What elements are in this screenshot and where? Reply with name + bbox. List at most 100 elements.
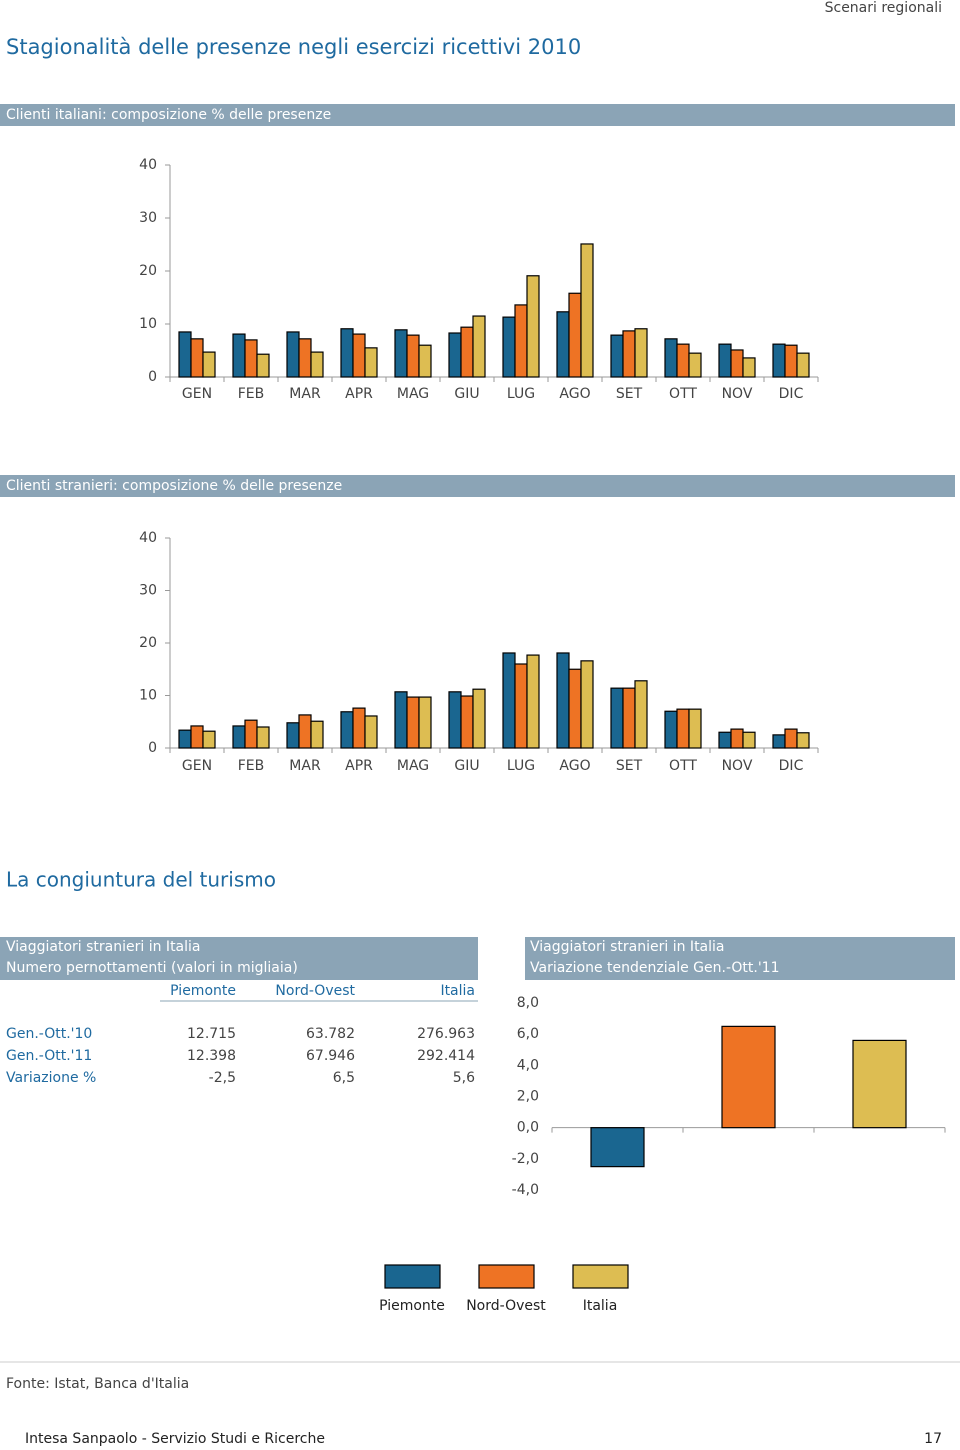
bar xyxy=(718,731,732,749)
bar xyxy=(178,729,192,749)
bar xyxy=(796,732,810,749)
x-tick-label: GIU xyxy=(454,758,479,774)
x-tick-label: SET xyxy=(616,758,643,774)
bar xyxy=(634,328,648,378)
bar xyxy=(232,725,246,749)
row-label: Gen.-Ott.'11 xyxy=(6,1048,92,1064)
bar xyxy=(622,687,636,749)
chart-title: Clienti italiani: composizione % delle p… xyxy=(6,107,331,123)
y-tick-label: -2,0 xyxy=(512,1151,539,1167)
x-tick-label: OTT xyxy=(669,758,697,774)
bar xyxy=(514,663,528,749)
x-tick-label: MAG xyxy=(397,386,429,402)
bar xyxy=(568,668,582,749)
bar xyxy=(742,731,756,749)
table-subtitle: Numero pernottamenti (valori in migliaia… xyxy=(6,960,298,976)
bar xyxy=(298,338,312,378)
table-cell: 67.946 xyxy=(306,1048,355,1064)
y-tick-label: 30 xyxy=(139,583,157,599)
x-tick-label: NOV xyxy=(722,758,753,774)
y-tick-label: 20 xyxy=(139,263,157,279)
bar xyxy=(202,730,216,749)
bar xyxy=(352,333,366,378)
y-tick-label: 8,0 xyxy=(517,995,539,1011)
table-cell: 12.715 xyxy=(187,1026,236,1042)
row-label: Gen.-Ott.'10 xyxy=(6,1026,92,1042)
column-header: Nord-Ovest xyxy=(275,983,355,999)
chart-title: Clienti stranieri: composizione % delle … xyxy=(6,478,342,494)
bar xyxy=(244,719,258,749)
chart-header-bar xyxy=(0,104,955,126)
bar xyxy=(406,696,420,749)
source: Fonte: Istat, Banca d'Italia xyxy=(6,1376,189,1392)
bar xyxy=(364,347,378,378)
bar xyxy=(676,343,690,378)
bar xyxy=(580,243,594,378)
x-tick-label: MAR xyxy=(289,758,321,774)
y-tick-label: 6,0 xyxy=(517,1026,539,1042)
x-tick-label: LUG xyxy=(507,386,535,402)
bar xyxy=(580,660,594,749)
x-tick-label: FEB xyxy=(238,758,265,774)
chart-title: Viaggiatori stranieri in Italia xyxy=(530,939,725,955)
page-title: Stagionalità delle presenze negli eserci… xyxy=(6,35,581,59)
x-tick-label: DIC xyxy=(779,386,804,402)
bar xyxy=(622,330,636,378)
chart-header-bar xyxy=(525,937,955,980)
bar xyxy=(590,1127,645,1168)
bar xyxy=(664,338,678,378)
bar xyxy=(556,311,570,378)
x-tick-label: DIC xyxy=(779,758,804,774)
bar xyxy=(502,316,516,378)
bar xyxy=(256,353,270,378)
bar xyxy=(610,334,624,378)
bar xyxy=(340,328,354,378)
y-tick-label: 0 xyxy=(148,369,157,385)
table-cell: -2,5 xyxy=(209,1070,236,1086)
x-tick-label: SET xyxy=(616,386,643,402)
bar xyxy=(448,332,462,378)
bar xyxy=(190,725,204,749)
y-tick-label: 2,0 xyxy=(517,1089,539,1105)
bar xyxy=(310,351,324,378)
x-tick-label: GEN xyxy=(182,386,212,402)
x-tick-label: MAG xyxy=(397,758,429,774)
table-cell: 12.398 xyxy=(187,1048,236,1064)
y-tick-label: -4,0 xyxy=(512,1182,539,1198)
y-tick-label: 40 xyxy=(139,157,157,173)
bar xyxy=(178,331,192,378)
bar xyxy=(526,654,540,749)
y-tick-label: 20 xyxy=(139,635,157,651)
bar xyxy=(688,708,702,749)
bar xyxy=(784,728,798,749)
bar xyxy=(340,711,354,749)
row-label: Variazione % xyxy=(6,1070,96,1086)
x-tick-label: AGO xyxy=(559,758,590,774)
bar xyxy=(460,326,474,378)
chart-subtitle: Variazione tendenziale Gen.-Ott.'11 xyxy=(530,960,780,976)
legend-swatch xyxy=(572,1264,629,1289)
y-tick-label: 10 xyxy=(139,688,157,704)
bar xyxy=(286,722,300,749)
bar xyxy=(472,688,486,749)
bar xyxy=(772,734,786,749)
bar xyxy=(664,710,678,749)
legend-label: Piemonte xyxy=(379,1298,445,1314)
bar xyxy=(676,708,690,749)
bar xyxy=(502,652,516,749)
section-title: La congiuntura del turismo xyxy=(6,868,276,892)
bar xyxy=(610,687,624,749)
legend-label: Italia xyxy=(583,1298,618,1314)
y-tick-label: 30 xyxy=(139,210,157,226)
bar xyxy=(310,720,324,749)
bar xyxy=(472,315,486,378)
x-tick-label: OTT xyxy=(669,386,697,402)
table-header-bar xyxy=(0,937,478,980)
bar xyxy=(721,1025,776,1129)
bar xyxy=(244,339,258,378)
bar xyxy=(286,331,300,378)
bar xyxy=(730,728,744,749)
bar xyxy=(448,691,462,749)
bar xyxy=(742,357,756,378)
